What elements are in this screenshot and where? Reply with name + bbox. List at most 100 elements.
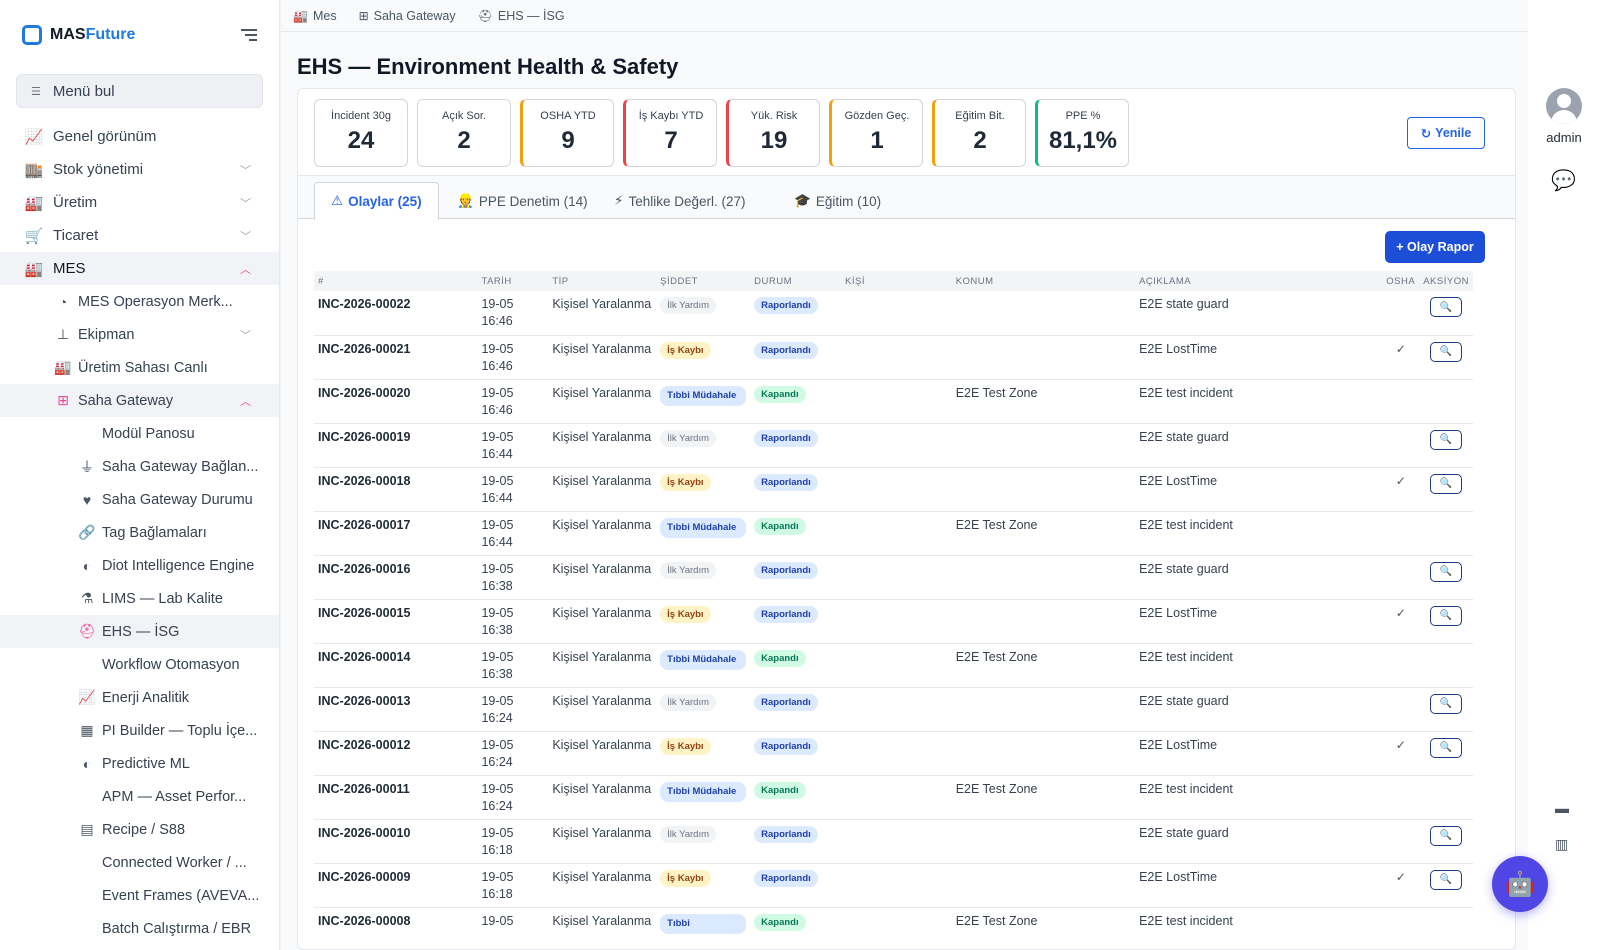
incident-id[interactable]: INC-2026-00018 (314, 467, 478, 512)
chatbot-button[interactable]: 🤖 (1492, 856, 1548, 912)
table-row[interactable]: INC-2026-00010 19-05 16:18 Kişisel Yaralanm… (314, 819, 1473, 864)
table-row[interactable]: INC-2026-00016 19-05 16:38 Kişisel Yaralanm… (314, 555, 1473, 600)
sidebar-item-stok-y-netimi[interactable]: 🏬 Stok yönetimi ﹀ (24, 161, 251, 179)
sidebar-gateway-item[interactable]: Workflow Otomasyon (102, 656, 240, 673)
incident-date: 19-05 16:18 (477, 819, 549, 864)
table-row[interactable]: INC-2026-00008 19-05 Kişisel Yaralanma Tıbb… (314, 907, 1473, 950)
sidebar-item--retim[interactable]: 🏭 Üretim ﹀ (24, 194, 251, 212)
menu-search-input[interactable]: ☰ Menü bul (16, 74, 263, 108)
sidebar-gateway-item[interactable]: Batch Calıştırma / EBR (102, 920, 252, 937)
user-name[interactable]: admin (1546, 130, 1582, 145)
sidebar-gateway-item[interactable]: 🔗 Tag Bağlamaları (78, 524, 207, 541)
table-row[interactable]: INC-2026-00019 19-05 16:44 Kişisel Yaralanm… (314, 423, 1473, 468)
table-row[interactable]: INC-2026-00020 19-05 16:46 Kişisel Yaralanm… (314, 379, 1473, 424)
incident-id[interactable]: INC-2026-00021 (314, 335, 478, 380)
incident-person (841, 423, 952, 468)
sidebar-gateway-item[interactable]: 📈 Enerji Analitik (78, 689, 190, 706)
incident-id[interactable]: INC-2026-00012 (314, 731, 478, 776)
incident-id[interactable]: INC-2026-00011 (314, 775, 478, 820)
column-header[interactable]: # (314, 271, 478, 291)
avatar[interactable] (1546, 88, 1582, 124)
refresh-button[interactable]: ↻ Yenile (1407, 117, 1485, 149)
incident-id[interactable]: INC-2026-00017 (314, 511, 478, 556)
sidebar-subitem[interactable]: ◔ MES Operasyon Merk... (0, 285, 279, 318)
laptop-icon[interactable]: ▬ (1555, 800, 1569, 816)
column-header[interactable]: AÇIKLAMA (1135, 271, 1383, 291)
tab-3[interactable]: 🎓 Eğitim (10) (794, 193, 882, 209)
sidebar-item-ticaret[interactable]: 🛒 Ticaret ﹀ (24, 227, 251, 245)
table-row[interactable]: INC-2026-00021 19-05 16:46 Kişisel Yaralanm… (314, 335, 1473, 380)
table-row[interactable]: INC-2026-00012 19-05 16:24 Kişisel Yaralanm… (314, 731, 1473, 776)
sidebar-gateway-item[interactable]: ◐ Diot Intelligence Engine (0, 549, 279, 582)
breadcrumb-item[interactable]: ⛑ EHS — İSG (477, 8, 565, 23)
table-row[interactable]: INC-2026-00009 19-05 16:18 Kişisel Yaralanm… (314, 863, 1473, 908)
sidebar-subitem[interactable]: ⊞ Saha Gateway ︿ (0, 384, 279, 417)
column-header[interactable]: DURUM (750, 271, 842, 291)
column-header[interactable]: TARİH (477, 271, 549, 291)
column-header[interactable]: KONUM (951, 271, 1136, 291)
severity-cell: İlk Yardım (656, 423, 751, 468)
view-incident-button[interactable]: 🔍 (1430, 561, 1463, 582)
column-header[interactable]: ŞİDDET (656, 271, 751, 291)
view-incident-button[interactable]: 🔍 (1430, 693, 1463, 714)
incident-id[interactable]: INC-2026-00016 (314, 555, 478, 600)
incident-id[interactable]: INC-2026-00022 (314, 291, 478, 336)
column-header[interactable]: KİŞİ (841, 271, 952, 291)
view-incident-button[interactable]: 🔍 (1430, 341, 1463, 362)
incident-date: 19-05 16:18 (477, 863, 549, 908)
sidebar-gateway-item[interactable]: ⚗ LIMS — Lab Kalite (0, 582, 279, 615)
sidebar-gateway-item[interactable]: Event Frames (AVEVA... (102, 887, 260, 904)
sidebar-gateway-item[interactable]: ▤ Recipe / S88 (0, 813, 279, 846)
view-incident-button[interactable]: 🔍 (1430, 473, 1463, 494)
tab-2[interactable]: ⚡ Tehlike Değerl. (27) (614, 193, 746, 209)
sidebar-gateway-item[interactable]: ⛑ EHS — İSG (0, 615, 279, 648)
table-row[interactable]: INC-2026-00018 19-05 16:44 Kişisel Yaralanm… (314, 467, 1473, 512)
column-header[interactable]: OSHA (1382, 271, 1420, 291)
sidebar-gateway-item[interactable]: ◐ Predictive ML (0, 747, 279, 780)
table-row[interactable]: INC-2026-00015 19-05 16:38 Kişisel Yaralanm… (314, 599, 1473, 644)
table-row[interactable]: INC-2026-00013 19-05 16:24 Kişisel Yaralanm… (314, 687, 1473, 732)
table-row[interactable]: INC-2026-00022 19-05 16:46 Kişisel Yaralanm… (314, 291, 1473, 336)
report-incident-button[interactable]: + Olay Rapor (1385, 231, 1485, 263)
columns-icon[interactable]: ▥ (1555, 836, 1569, 852)
tab-1[interactable]: 👷 PPE Denetim (14) (457, 193, 588, 209)
incident-id[interactable]: INC-2026-00014 (314, 643, 478, 688)
table-row[interactable]: INC-2026-00017 19-05 16:44 Kişisel Yaralanm… (314, 511, 1473, 556)
view-incident-button[interactable]: 🔍 (1430, 869, 1463, 890)
view-incident-button[interactable]: 🔍 (1430, 297, 1463, 317)
view-incident-button[interactable]: 🔍 (1430, 825, 1463, 846)
view-incident-button[interactable]: 🔍 (1430, 737, 1463, 758)
table-row[interactable]: INC-2026-00011 19-05 16:24 Kişisel Yaralanm… (314, 775, 1473, 820)
sidebar-item-mes[interactable]: 🏭 MES ︿ (0, 252, 279, 285)
column-header[interactable]: AKSİYON (1419, 271, 1473, 291)
sidebar-gateway-item[interactable]: ♥ Saha Gateway Durumu (0, 483, 279, 516)
table-row[interactable]: INC-2026-00014 19-05 16:38 Kişisel Yaralanm… (314, 643, 1473, 688)
breadcrumb-item[interactable]: 🏭 Mes (293, 8, 337, 23)
incident-id[interactable]: INC-2026-00020 (314, 379, 478, 424)
breadcrumb-item[interactable]: ⊞ Saha Gateway (358, 8, 456, 23)
incident-id[interactable]: INC-2026-00019 (314, 423, 478, 468)
incident-id[interactable]: INC-2026-00008 (314, 907, 478, 950)
sidebar-gateway-item[interactable]: ⏚ Saha Gateway Bağlan... (80, 458, 259, 475)
column-header[interactable]: TİP (548, 271, 657, 291)
incident-id[interactable]: INC-2026-00015 (314, 599, 478, 644)
brand-name[interactable]: MASFuture (50, 26, 136, 43)
sidebar-subitem[interactable]: 🏭 Üretim Sahası Canlı (54, 359, 208, 376)
sidebar-subitem[interactable]: ⊥ Ekipman ﹀ (0, 318, 279, 351)
sidebar-gateway-item[interactable]: ▦ PI Builder — Toplu İçe... (0, 714, 279, 747)
sidebar-item-genel-g-r-n-m[interactable]: 📈 Genel görünüm (24, 128, 157, 146)
view-incident-button[interactable]: 🔍 (1430, 605, 1463, 626)
chat-icon[interactable]: 💬 (1551, 170, 1576, 192)
sidebar-gateway-item[interactable]: Modül Panosu (102, 425, 195, 442)
sidebar-gateway-item[interactable]: Connected Worker / ... (102, 854, 247, 871)
incident-id[interactable]: INC-2026-00009 (314, 863, 478, 908)
incident-location: E2E Test Zone (951, 511, 1136, 556)
sidebar-toggle-icon[interactable] (241, 29, 257, 41)
incident-location: E2E Test Zone (951, 379, 1136, 424)
incident-id[interactable]: INC-2026-00013 (314, 687, 478, 732)
sidebar-gateway-item[interactable]: APM — Asset Perfor... (102, 788, 247, 805)
tab-0[interactable]: ⚠ Olaylar (25) (314, 182, 439, 220)
status-cell: Raporlandı (750, 467, 842, 512)
view-incident-button[interactable]: 🔍 (1430, 429, 1463, 450)
incident-id[interactable]: INC-2026-00010 (314, 819, 478, 864)
